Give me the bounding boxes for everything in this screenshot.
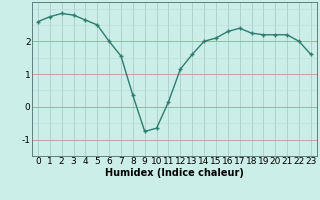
X-axis label: Humidex (Indice chaleur): Humidex (Indice chaleur): [105, 168, 244, 178]
